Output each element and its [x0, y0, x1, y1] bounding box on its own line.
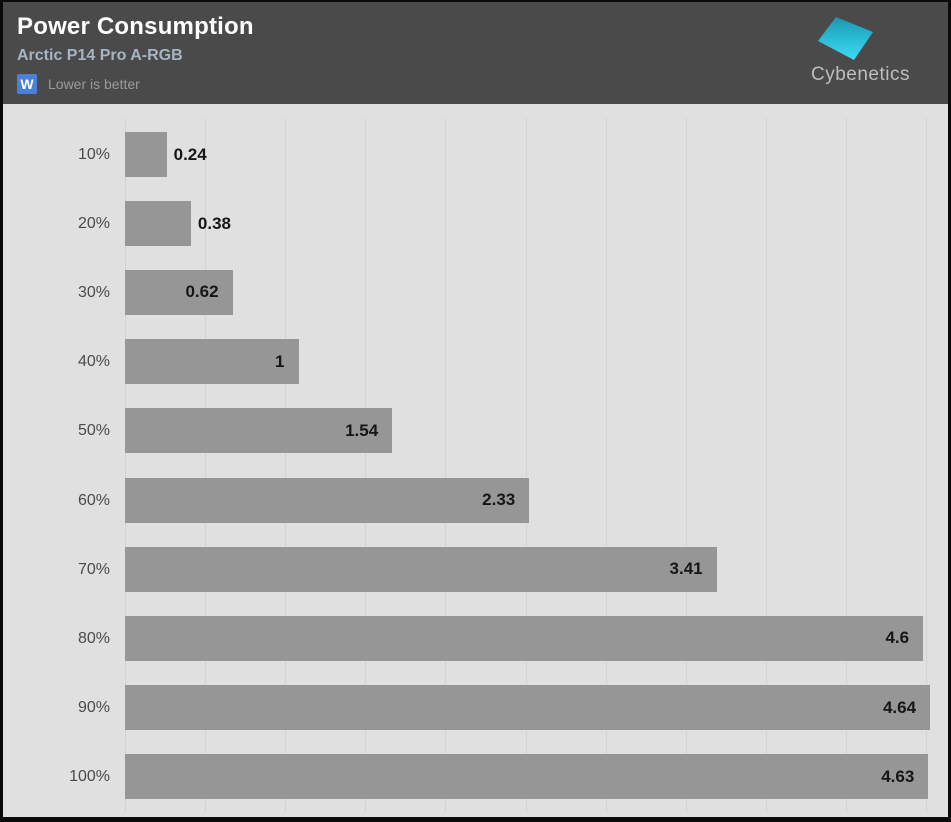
- category-label: 20%: [77, 214, 110, 232]
- cybenetics-logo-text: Cybenetics: [811, 64, 910, 85]
- category-label: 60%: [77, 491, 110, 509]
- note-row: W Lower is better: [17, 74, 254, 94]
- page-title: Power Consumption: [17, 13, 254, 40]
- cybenetics-logo: Cybenetics: [805, 8, 940, 98]
- gridline: [926, 118, 927, 812]
- category-label: 90%: [77, 699, 110, 717]
- bar-row: 100% 4.63: [3, 754, 948, 800]
- bar: 3.41: [125, 546, 717, 592]
- category-label: 70%: [77, 560, 110, 578]
- value-label: 4.63: [881, 766, 915, 786]
- bar-row: 60% 2.33: [3, 477, 948, 523]
- gridline: [525, 118, 527, 812]
- bar: 4.6: [125, 615, 924, 661]
- value-label: 1.54: [345, 420, 379, 440]
- bar-row: 30% 0.62: [3, 269, 948, 315]
- value-label: 3.41: [669, 559, 703, 579]
- header-text-block: Power Consumption Arctic P14 Pro A-RGB W…: [17, 13, 254, 94]
- gridline: [445, 118, 447, 812]
- bar-row: 10% 0.24: [3, 131, 948, 177]
- bar-chart-plot-area: 10% 0.24 20% 0.38 30% 0.62 40% 1 50% 1.54 60% 2.33 7…: [3, 104, 948, 817]
- watt-unit-badge: W: [17, 74, 37, 94]
- bar-row: 90% 4.64: [3, 685, 948, 731]
- value-label: 2.33: [482, 490, 516, 509]
- bar-row: 80% 4.6: [3, 615, 948, 661]
- gridline: [285, 118, 287, 812]
- category-label: 100%: [69, 768, 110, 786]
- gridline: [205, 118, 207, 812]
- value-label: 4.64: [882, 697, 917, 717]
- category-label: 30%: [77, 283, 110, 301]
- lower-is-better-note: Lower is better: [48, 76, 140, 92]
- gridline: [765, 118, 767, 812]
- value-label: 0.38: [197, 213, 232, 233]
- chart-subtitle: Arctic P14 Pro A-RGB: [17, 47, 183, 64]
- chart-header: Power Consumption Arctic P14 Pro A-RGB W…: [3, 2, 948, 104]
- bar: 0.62: [125, 269, 233, 315]
- bar: 4.63: [125, 754, 929, 800]
- bar: 1: [125, 339, 299, 385]
- value-label: 1: [275, 351, 285, 371]
- category-label: 80%: [77, 629, 110, 647]
- gridline: [845, 118, 847, 812]
- bar: 1.54: [125, 408, 393, 454]
- value-label: 0.62: [185, 282, 219, 302]
- bar: 4.64: [125, 685, 931, 731]
- category-label: 10%: [77, 145, 110, 163]
- bar: 2.33: [125, 477, 530, 523]
- bar-row: 70% 3.41: [3, 546, 948, 592]
- bar: [125, 200, 191, 246]
- bar-row: 40% 1: [3, 339, 948, 385]
- bar-row: 50% 1.54: [3, 408, 948, 454]
- bar: [125, 131, 167, 177]
- gridline: [365, 118, 367, 812]
- value-label: 4.6: [885, 628, 910, 648]
- cybenetics-logo-mark-icon: [818, 17, 873, 60]
- category-label: 50%: [77, 422, 110, 440]
- gridline: [125, 118, 126, 812]
- category-label: 40%: [77, 353, 110, 371]
- gridline: [605, 118, 607, 812]
- gridline: [685, 118, 687, 812]
- value-label: 0.24: [173, 144, 207, 164]
- bar-row: 20% 0.38: [3, 200, 948, 246]
